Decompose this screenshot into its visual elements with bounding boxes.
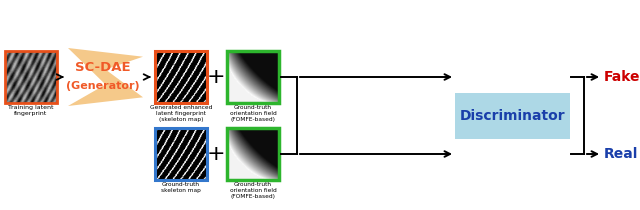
Text: Training latent
fingerprint: Training latent fingerprint xyxy=(8,105,54,116)
Text: Generated enhanced
latent fingerprint
(skeleton map): Generated enhanced latent fingerprint (s… xyxy=(150,105,212,122)
Text: Ground-truth
skeleton map: Ground-truth skeleton map xyxy=(161,182,201,193)
Bar xyxy=(227,128,279,180)
Text: Ground-truth
orientation field
(FOMFE-based): Ground-truth orientation field (FOMFE-ba… xyxy=(230,182,276,199)
Text: Ground-truth
orientation field
(FOMFE-based): Ground-truth orientation field (FOMFE-ba… xyxy=(230,105,276,122)
Text: Fake: Fake xyxy=(604,70,640,84)
Bar xyxy=(155,51,207,103)
Bar xyxy=(227,51,279,103)
Bar xyxy=(155,128,207,180)
Text: +: + xyxy=(207,67,225,87)
Bar xyxy=(5,51,57,103)
Text: (Generator): (Generator) xyxy=(67,81,140,91)
Text: Discriminator: Discriminator xyxy=(460,109,565,122)
Text: +: + xyxy=(207,144,225,164)
Polygon shape xyxy=(68,48,143,106)
FancyBboxPatch shape xyxy=(455,92,570,139)
Text: Real: Real xyxy=(604,147,638,161)
Text: SC-DAE: SC-DAE xyxy=(76,61,131,74)
